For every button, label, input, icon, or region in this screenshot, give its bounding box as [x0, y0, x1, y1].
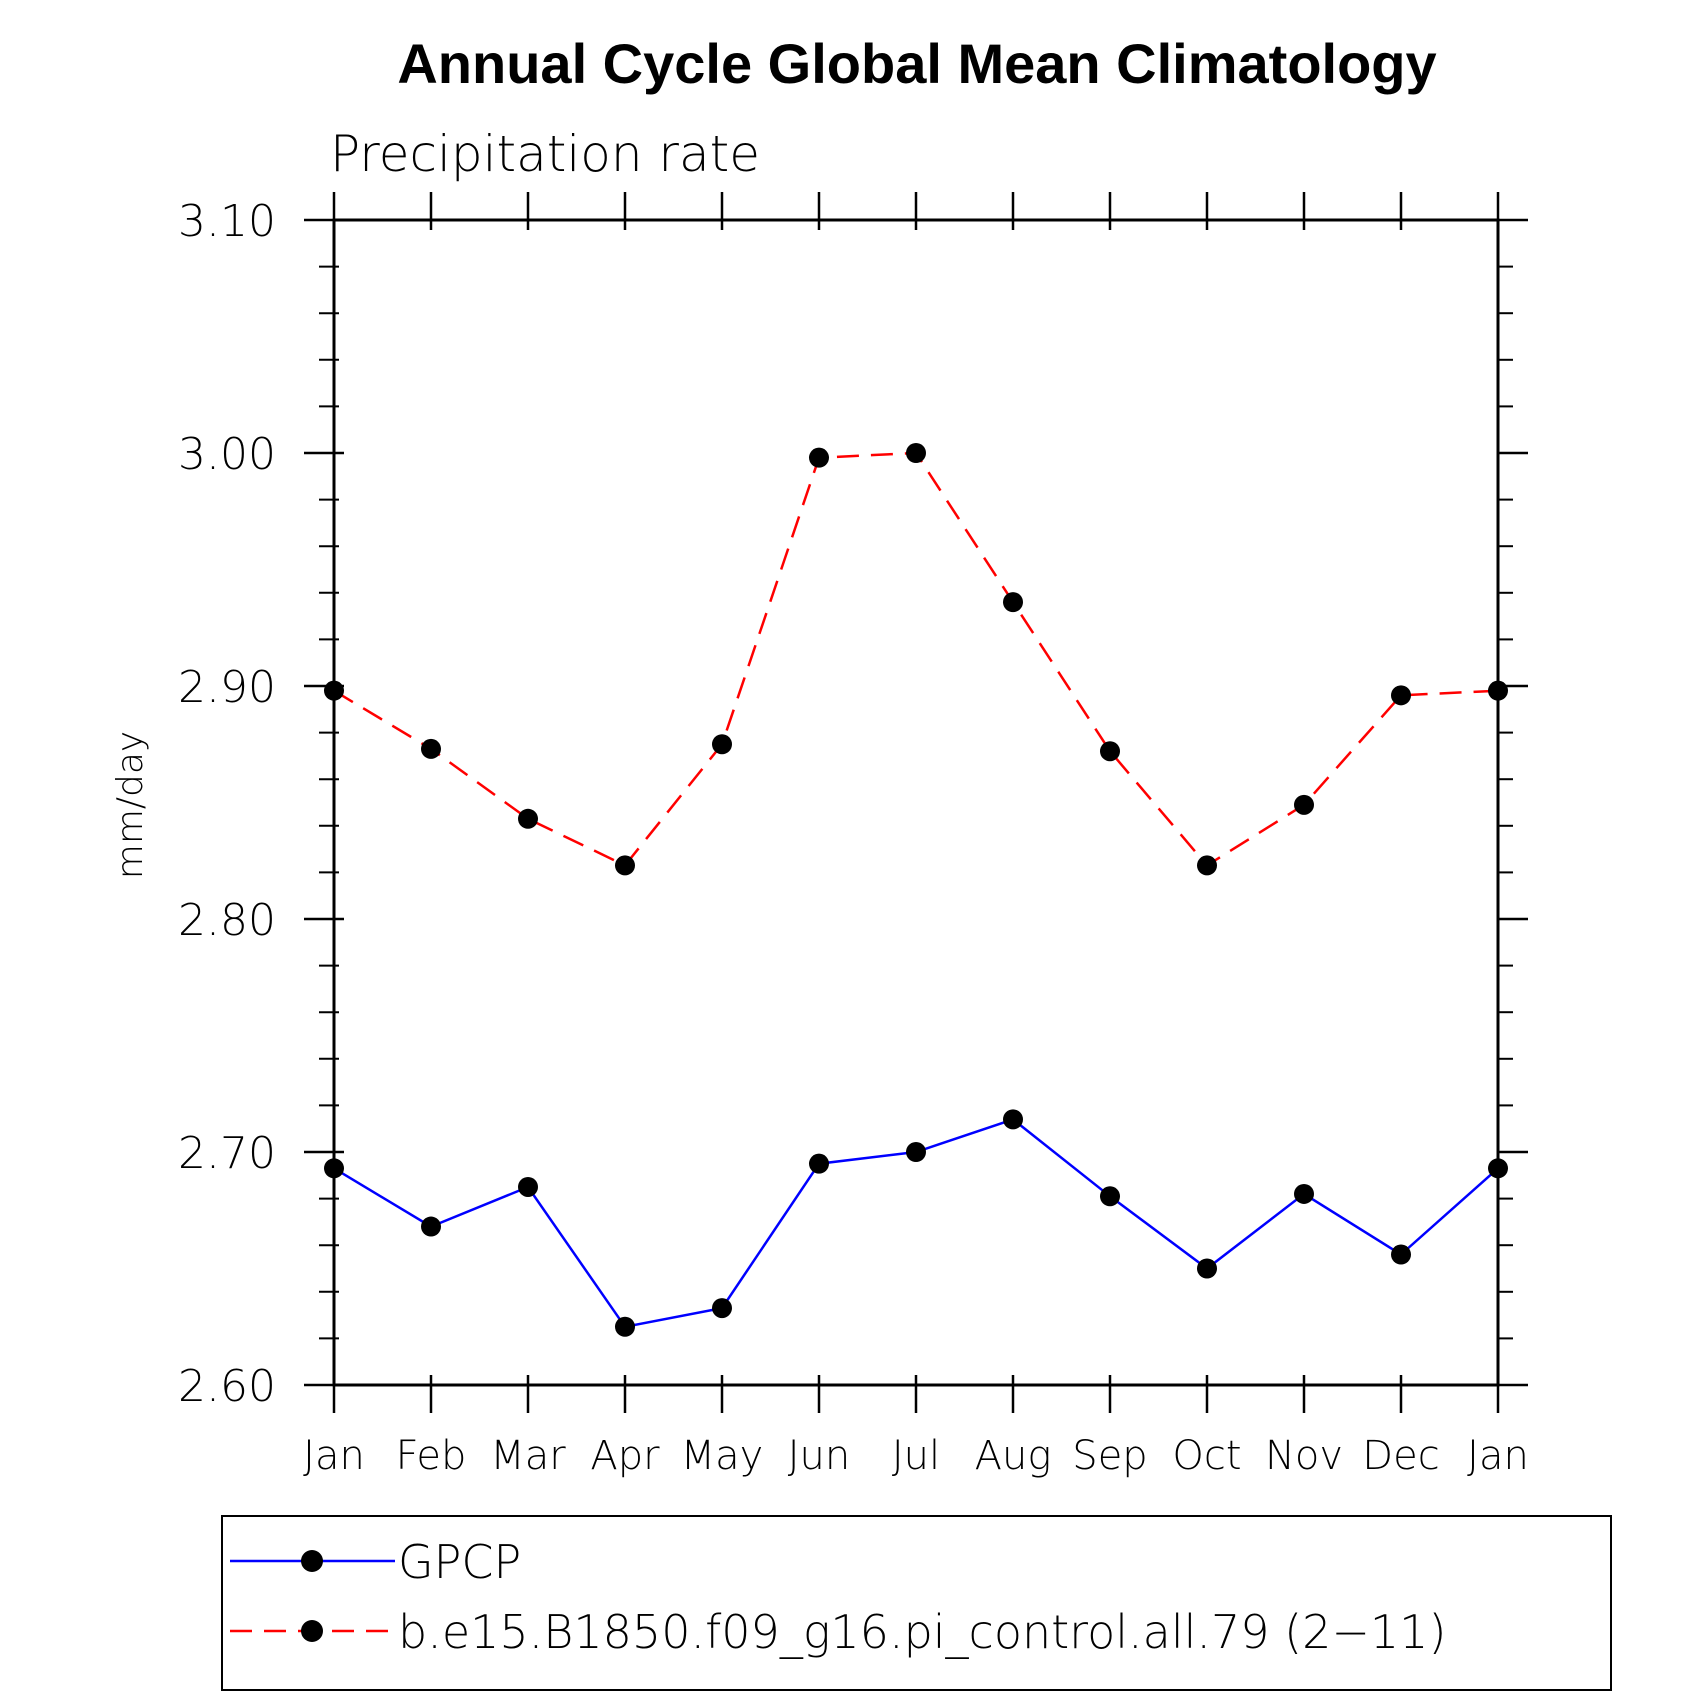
series-0-point	[615, 1316, 635, 1337]
series-layer	[324, 443, 1508, 1337]
x-axis-ticks: Jan Feb Mar Apr May Jun Jul Aug Sep Oct Nov Dec Jan	[303, 192, 1529, 1479]
y-tick-label: 2.80	[178, 895, 276, 946]
x-tick-label: Jun	[788, 1433, 851, 1479]
x-tick-label: Feb	[396, 1433, 467, 1479]
x-tick-label: May	[681, 1433, 764, 1479]
series-0-point	[1488, 1158, 1508, 1179]
x-tick-label: Dec	[1362, 1433, 1439, 1479]
x-tick-label: Sep	[1072, 1433, 1147, 1479]
x-tick-label: Apr	[590, 1433, 660, 1479]
legend-marker-gpcp	[301, 1550, 323, 1572]
y-axis-ticks: 2.60 2.70 2.80 2.90 3.00 3.10	[178, 196, 1528, 1412]
y-tick-label: 2.60	[178, 1361, 276, 1412]
y-tick-label: 2.70	[178, 1128, 276, 1179]
legend-label-model: b.e15.B1850.f09_g16.pi_control.all.79 (2…	[398, 1605, 1446, 1659]
series-0-point	[1003, 1109, 1023, 1130]
y-tick-label: 2.90	[178, 662, 276, 713]
series-1-point	[1391, 685, 1411, 706]
x-tick-label: Nov	[1265, 1433, 1343, 1479]
series-1-point	[421, 738, 441, 759]
x-tick-label: Mar	[490, 1433, 566, 1479]
series-0-point	[809, 1153, 829, 1174]
chart-title: Annual Cycle Global Mean Climatology	[397, 32, 1436, 95]
x-tick-label: Jul	[892, 1433, 940, 1479]
series-1-point	[809, 447, 829, 468]
legend: GPCP b.e15.B1850.f09_g16.pi_control.all.…	[221, 1515, 1612, 1691]
series-0-point	[421, 1216, 441, 1237]
series-0-point	[712, 1298, 732, 1319]
series-0-point	[1197, 1258, 1217, 1279]
series-1-point	[1003, 592, 1023, 613]
series-1-point	[1197, 855, 1217, 876]
x-tick-label: Oct	[1172, 1433, 1241, 1479]
series-0-point	[518, 1176, 538, 1197]
series-1-point	[1294, 794, 1314, 815]
series-0-point	[906, 1142, 926, 1162]
x-tick-label: Aug	[975, 1433, 1052, 1479]
series-1-point	[906, 443, 926, 463]
series-1-point	[324, 680, 344, 701]
x-tick-label: Jan	[303, 1433, 365, 1479]
chart-subtitle: Precipitation rate	[330, 125, 760, 183]
series-1-point	[1100, 741, 1120, 762]
series-0-point	[1391, 1244, 1411, 1265]
series-0-point	[1100, 1186, 1120, 1207]
series-1-point	[712, 734, 732, 755]
y-tick-label: 3.00	[178, 429, 276, 480]
legend-box	[221, 1515, 1612, 1691]
x-tick-label: Jan	[1467, 1433, 1529, 1479]
y-axis-label: mm/day	[110, 731, 151, 879]
series-0-point	[324, 1158, 344, 1179]
legend-label-gpcp: GPCP	[398, 1535, 521, 1589]
plot-frame	[332, 218, 1500, 1387]
series-1-point	[518, 808, 538, 829]
series-1-point	[615, 855, 635, 876]
y-tick-label: 3.10	[178, 196, 276, 247]
legend-marker-model	[301, 1620, 323, 1642]
series-line-1	[333, 451, 1499, 868]
series-1-point	[1488, 680, 1508, 701]
series-0-point	[1294, 1183, 1314, 1204]
